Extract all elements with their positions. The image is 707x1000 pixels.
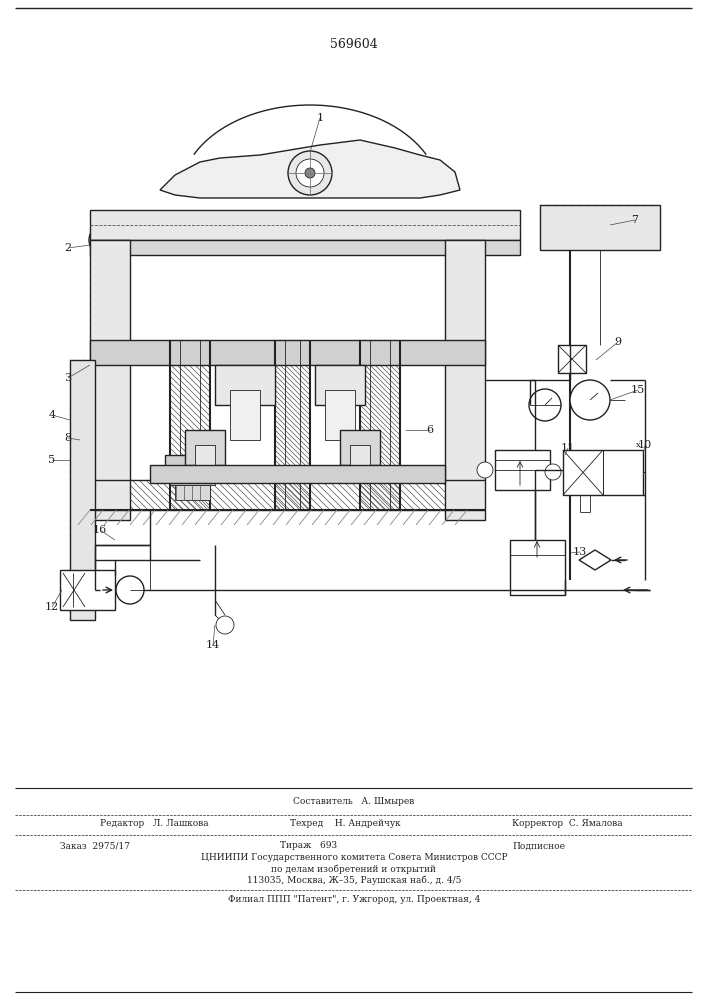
Circle shape [458,253,472,267]
Text: Заказ  2975/17: Заказ 2975/17 [60,842,130,850]
Text: 10: 10 [638,440,652,450]
Circle shape [451,246,479,274]
Text: 8: 8 [64,433,71,443]
Polygon shape [160,140,460,198]
Circle shape [477,462,493,478]
Text: 12: 12 [45,602,59,612]
Bar [563,450,603,495]
Circle shape [97,232,113,248]
Text: Редактор   Л. Лашкова: Редактор Л. Лашкова [100,818,209,828]
Text: 3: 3 [64,373,71,383]
Text: 569604: 569604 [330,38,378,51]
Text: x: x [636,441,641,449]
Circle shape [216,616,234,634]
Circle shape [89,224,121,256]
Text: 1: 1 [317,113,324,123]
Text: 5: 5 [49,455,56,465]
Bar [150,465,445,483]
Bar [195,445,215,465]
Text: 6: 6 [426,425,433,435]
Bar [558,345,586,373]
Circle shape [116,576,144,604]
Bar [175,485,210,500]
Text: 16: 16 [93,525,107,535]
Circle shape [305,168,315,178]
Text: по делам изобретений и открытий: по делам изобретений и открытий [271,864,436,874]
Bar [495,450,550,490]
Bar [445,240,485,520]
Bar [90,240,130,520]
Bar [165,455,220,473]
Bar [540,205,660,250]
Bar [60,570,115,610]
Text: Подписное: Подписное [512,842,565,850]
Bar [510,540,565,595]
Bar [90,210,520,240]
Text: 2: 2 [64,243,71,253]
Bar [215,365,275,405]
Text: Тираж   693: Тираж 693 [280,842,337,850]
Bar [230,390,260,440]
Text: Корректор  С. Ямалова: Корректор С. Ямалова [512,818,623,828]
Text: Техред    Н. Андрейчук: Техред Н. Андрейчук [290,818,401,828]
Text: 11: 11 [561,443,575,453]
Text: 15: 15 [631,385,645,395]
Text: ЦНИИПИ Государственного комитета Совета Министров СССР: ЦНИИПИ Государственного комитета Совета … [201,854,508,862]
Text: 113035, Москва, Ж–35, Раушская наб., д. 4/5: 113035, Москва, Ж–35, Раушская наб., д. … [247,875,461,885]
Bar [70,360,95,620]
Bar [350,445,370,465]
Bar [315,365,365,405]
Bar [170,473,215,485]
Text: 13: 13 [573,547,587,557]
Text: Филиал ППП "Патент", г. Ужгород, ул. Проектная, 4: Филиал ППП "Патент", г. Ужгород, ул. Про… [228,896,480,904]
Text: 7: 7 [631,215,638,225]
Bar [340,430,380,465]
Circle shape [545,464,561,480]
Bar [563,450,643,495]
Circle shape [570,380,610,420]
Text: 4: 4 [49,410,56,420]
Circle shape [288,151,332,195]
Bar [603,450,643,495]
Text: 9: 9 [614,337,621,347]
Bar [325,390,355,440]
Circle shape [296,159,324,187]
Text: Составитель   А. Шмырев: Составитель А. Шмырев [293,798,414,806]
Circle shape [529,389,561,421]
Bar [185,430,225,465]
Text: 14: 14 [206,640,220,650]
Polygon shape [579,550,611,570]
Bar [90,340,485,365]
Bar [90,240,520,255]
